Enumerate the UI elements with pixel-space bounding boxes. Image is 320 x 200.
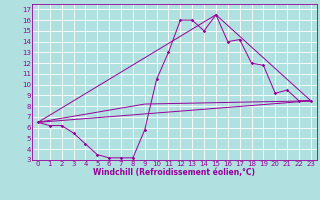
X-axis label: Windchill (Refroidissement éolien,°C): Windchill (Refroidissement éolien,°C) — [93, 168, 255, 177]
